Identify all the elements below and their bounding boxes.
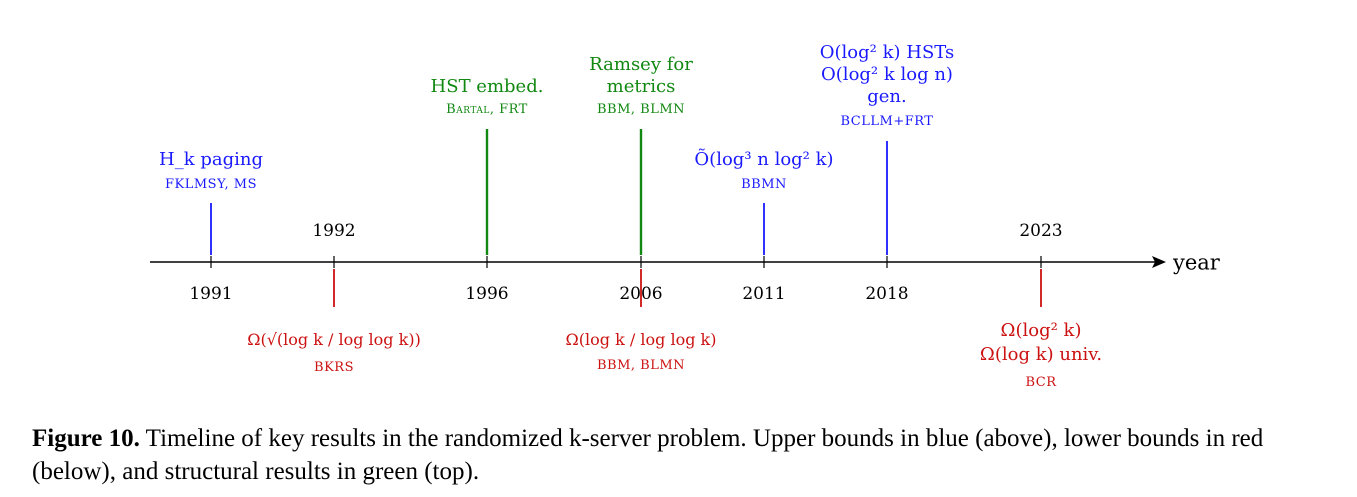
structural-refs-1996: Bartal, FRT [446,102,528,117]
axis-label: year [1172,251,1221,275]
upper-refs-2018: BCLLM+FRT [841,114,934,129]
structural-result-2006-line2: metrics [607,76,676,97]
upper-result-2018-line2: O(log² k log n) [821,64,953,85]
lower-refs-1992: BKRS [314,360,354,375]
year-label-2023: 2023 [1019,221,1062,241]
upper-result-2018-line3: gen. [867,86,907,107]
lower-result-2023-line1: Ω(log² k) [1001,320,1082,341]
upper-result-2011: Õ(log³ n log² k) [694,147,833,170]
year-label-1992: 1992 [312,221,355,241]
timeline-diagram: year 1991 1992 1996 2006 2011 2018 2023 … [150,42,1221,390]
year-label-1996: 1996 [465,284,508,304]
upper-refs-1991: FKLMSY, MS [165,177,257,192]
year-label-2018: 2018 [865,284,908,304]
axis-arrowhead [1152,256,1166,268]
upper-result-2018-line1: O(log² k) HSTs [820,42,954,63]
year-label-1991: 1991 [189,284,232,304]
lower-refs-2006: BBM, BLMN [597,358,685,373]
structural-result-2006-line1: Ramsey for [589,54,693,75]
upper-refs-2011: BBMN [741,177,787,192]
lower-refs-2023: BCR [1025,375,1057,390]
figure-caption: Figure 10. Timeline of key results in th… [32,422,1332,488]
structural-result-1996: HST embed. [431,76,544,97]
caption-label: Figure 10. [32,425,140,452]
year-label-2011: 2011 [742,284,785,304]
structural-refs-2006: BBM, BLMN [597,102,685,117]
lower-result-1992: Ω(√(log k / log log k)) [247,330,421,349]
lower-result-2006: Ω(log k / log log k) [566,330,717,349]
upper-result-1991: H_k paging [159,149,263,170]
caption-text: Timeline of key results in the randomize… [32,425,1264,485]
lower-result-2023-line2: Ω(log k) univ. [980,344,1102,365]
